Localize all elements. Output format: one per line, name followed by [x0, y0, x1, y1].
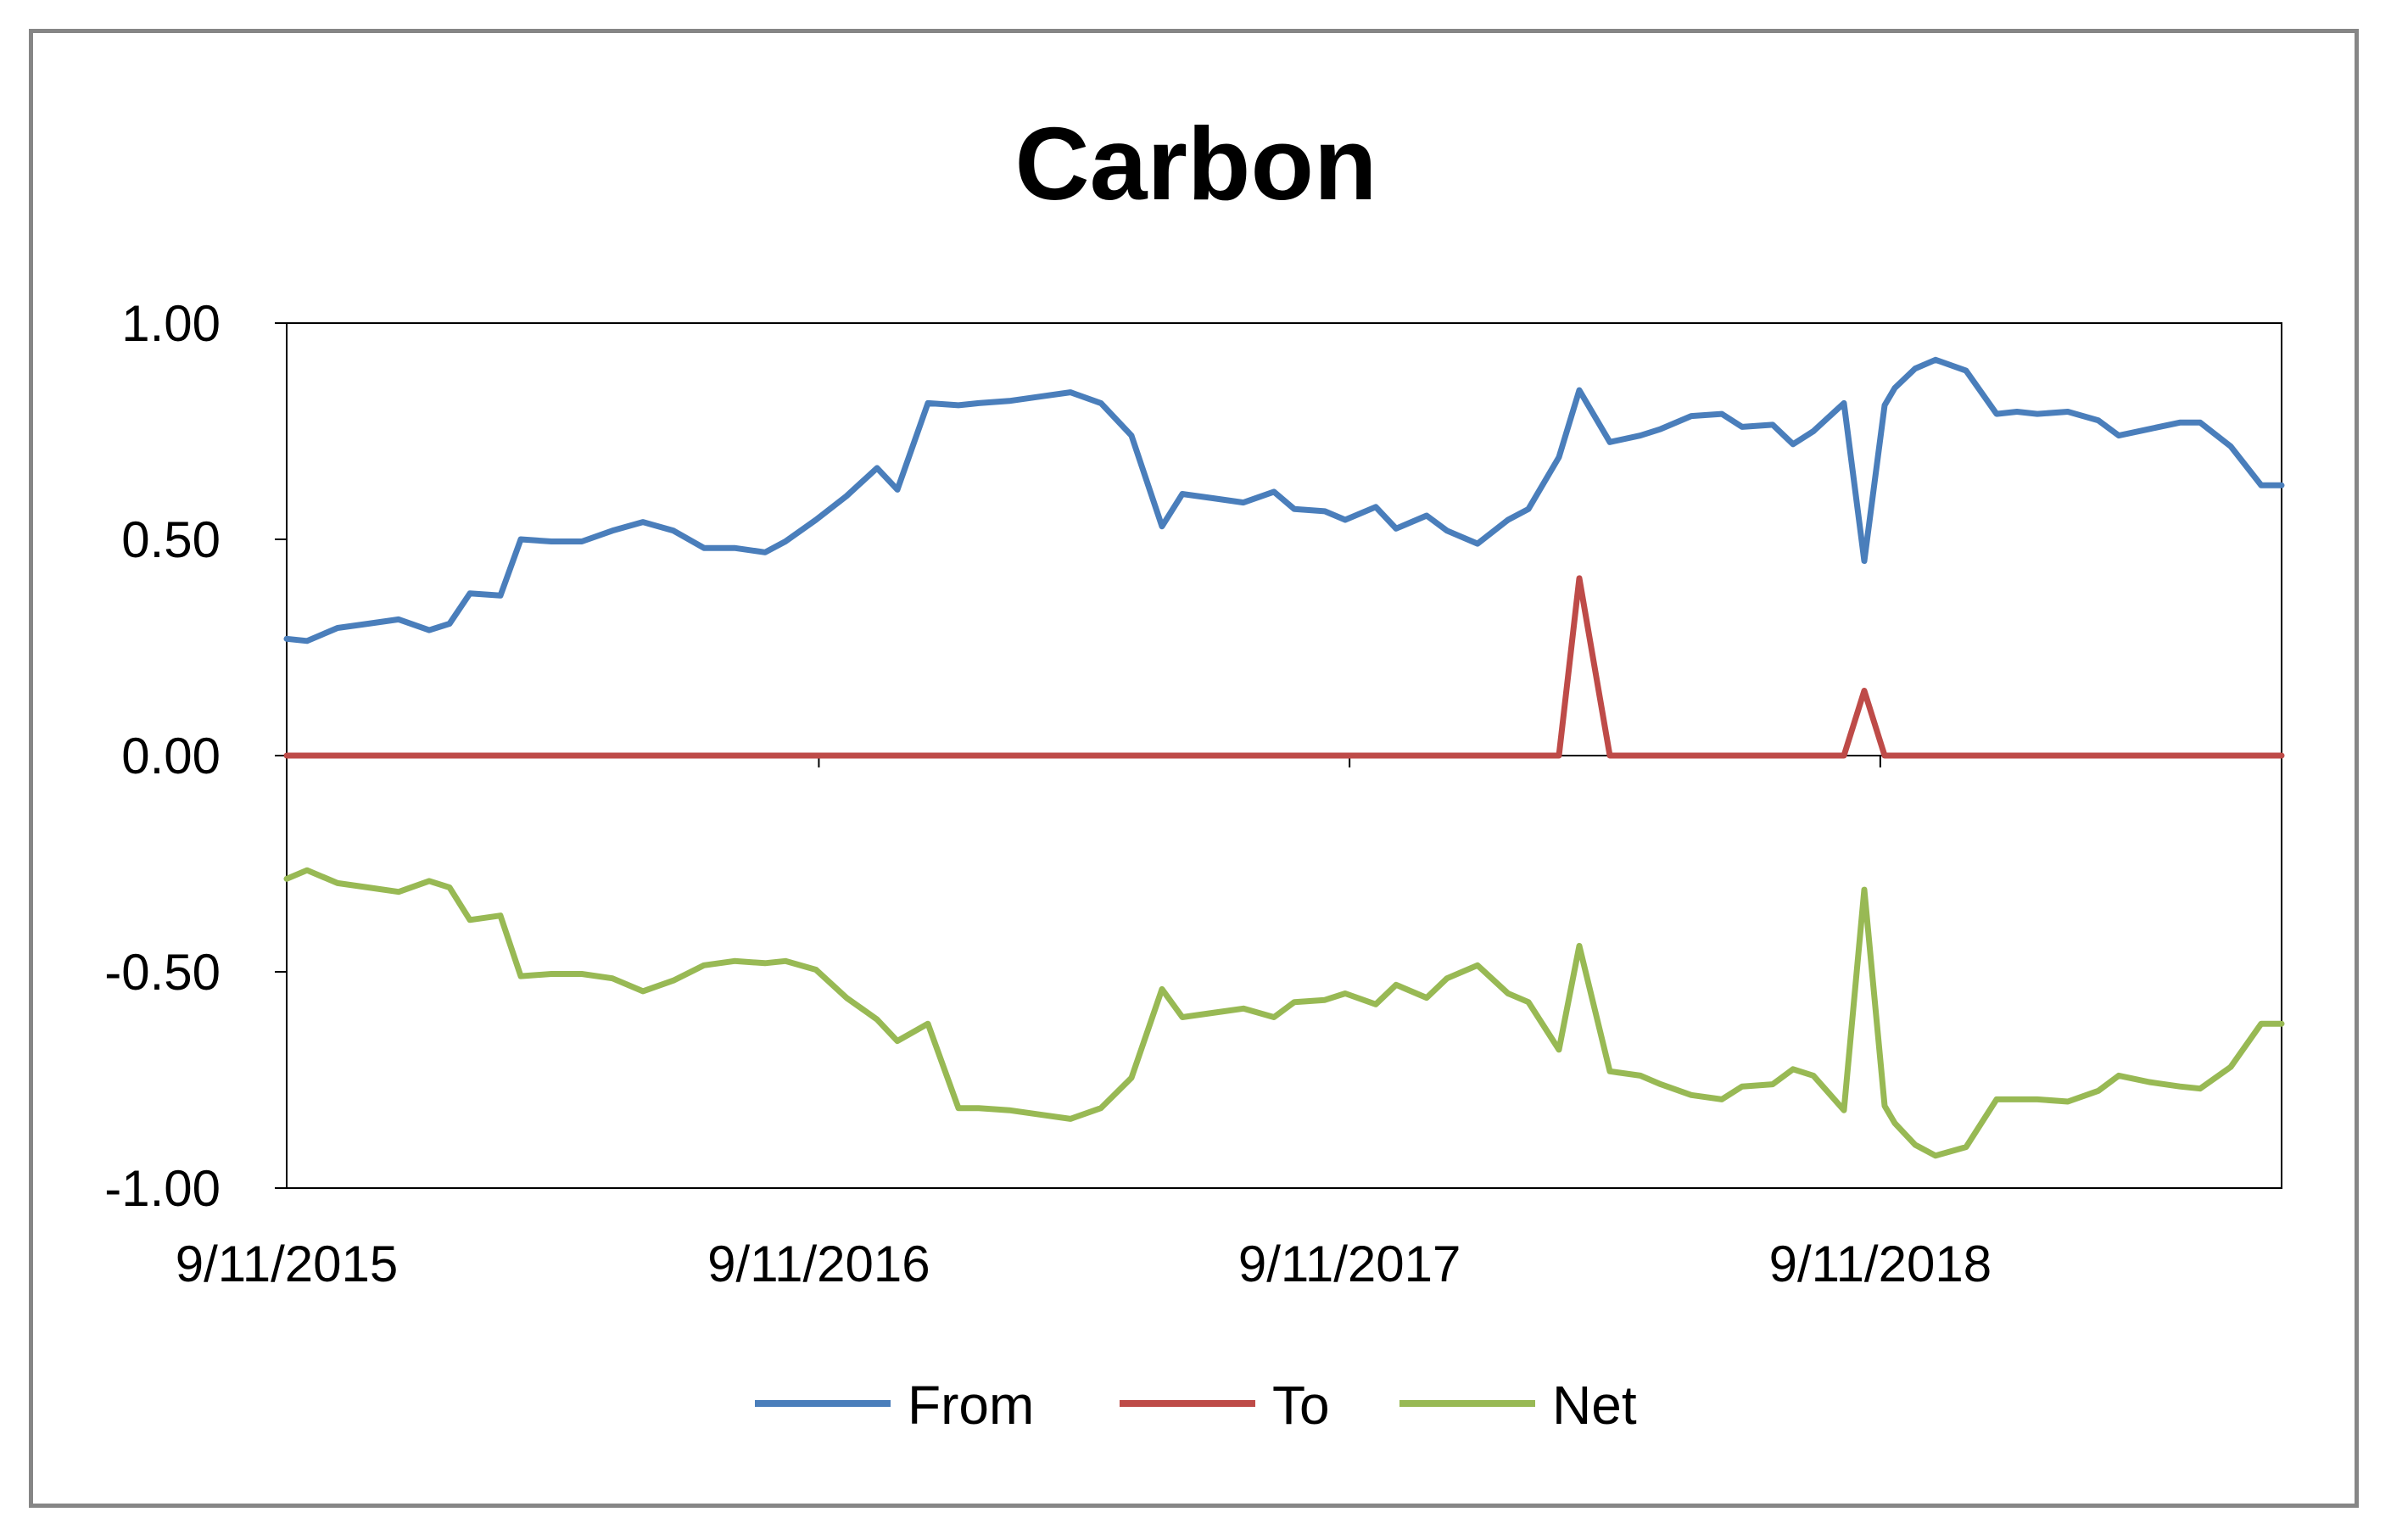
- x-axis: 9/11/2015 9/11/2016 9/11/2017 9/11/2018: [176, 755, 2282, 1292]
- x-tick-label: 9/11/2018: [1769, 1236, 1992, 1292]
- y-tick-label: -0.50: [104, 944, 221, 1001]
- chart-frame: [29, 29, 2359, 1508]
- series-line-net: [283, 867, 2285, 1159]
- chart-title: Carbon: [1015, 106, 1377, 221]
- x-tick-label: 9/11/2017: [1238, 1236, 1461, 1292]
- legend-label: To: [1272, 1375, 1330, 1436]
- y-axis: 1.00 0.50 0.00 -0.50 -1.00: [104, 295, 287, 1217]
- legend-label: From: [908, 1375, 1034, 1436]
- series-line-to: [283, 575, 2285, 759]
- legend-item-to: To: [1120, 1375, 1330, 1436]
- y-tick-label: 0.50: [121, 511, 221, 568]
- x-tick-label: 9/11/2016: [707, 1236, 930, 1292]
- legend-label: Net: [1552, 1375, 1637, 1436]
- x-tick-label: 9/11/2015: [176, 1236, 398, 1292]
- y-tick-label: 1.00: [121, 295, 221, 352]
- series-line-from: [283, 356, 2285, 644]
- y-tick-label: -1.00: [104, 1160, 221, 1217]
- legend-item-net: Net: [1399, 1375, 1637, 1436]
- series-layer: [283, 356, 2285, 1159]
- legend: From To Net: [755, 1375, 1637, 1436]
- y-tick-label: 0.00: [121, 728, 221, 784]
- legend-item-from: From: [755, 1375, 1034, 1436]
